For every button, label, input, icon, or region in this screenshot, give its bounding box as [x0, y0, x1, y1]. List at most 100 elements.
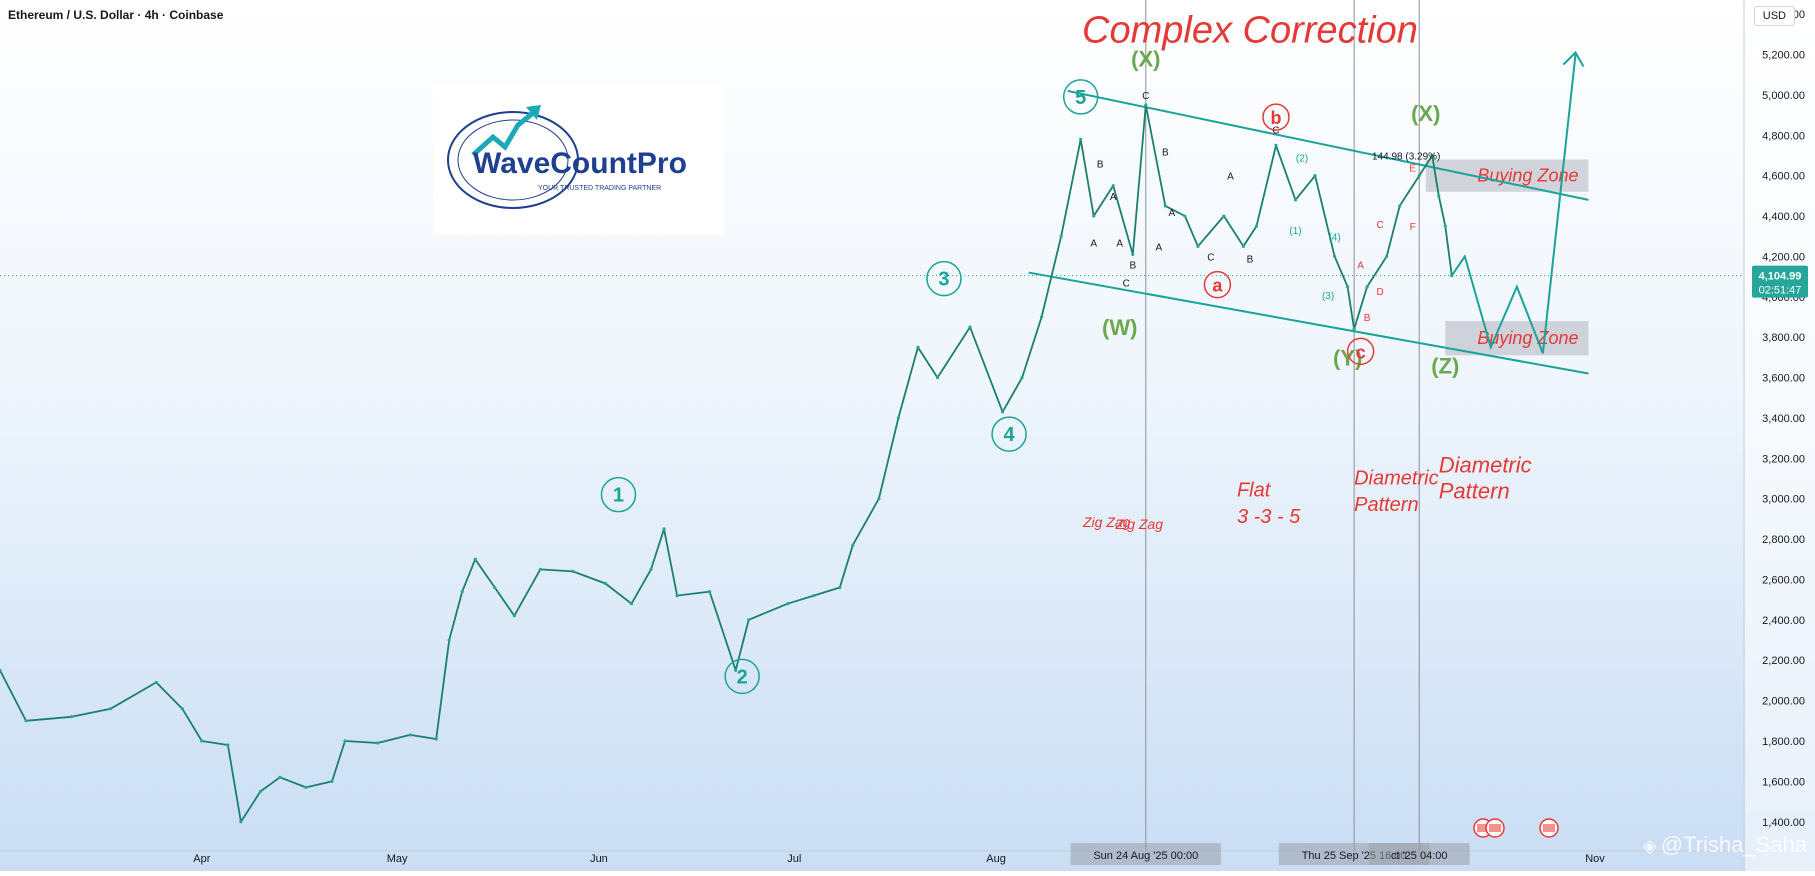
annotation-label: C: [1207, 252, 1214, 263]
flag-stripes: [1489, 824, 1501, 832]
channel-upper-line: [1067, 89, 1589, 201]
annotation-label: A: [1090, 238, 1097, 249]
annotation-label: Pattern: [1354, 494, 1418, 516]
price-point: [109, 707, 113, 711]
wave-label: (X): [1131, 47, 1160, 72]
wave-label-circle: [724, 658, 760, 695]
price-point: [24, 719, 28, 723]
wave-label-circle: [991, 416, 1027, 452]
price-point: [1437, 194, 1441, 198]
price-series-line: [0, 104, 1453, 823]
x-highlight-text: Sun 24 Aug '25 00:00: [1093, 850, 1198, 862]
price-tag-countdown: 02:51:47: [1759, 285, 1802, 297]
buying-zone-label: Buying Zone: [1477, 166, 1578, 186]
price-point: [877, 497, 881, 501]
price-point: [154, 680, 158, 685]
price-point: [812, 594, 816, 598]
annotation-label: C: [1123, 279, 1130, 290]
x-tick-label: Nov: [1585, 853, 1605, 865]
price-point: [1079, 137, 1083, 141]
wave-label: 1: [613, 485, 624, 507]
price-point: [375, 741, 380, 745]
price-point: [0, 668, 2, 672]
y-tick-label: 3,000.00: [1762, 494, 1805, 506]
annotation-label: Zig Zag: [1115, 516, 1164, 532]
wave-label-circle: [1062, 79, 1099, 115]
y-tick-label: 3,600.00: [1762, 373, 1805, 385]
wavecount-logo: WaveCountPro YOUR TRUSTED TRADING PARTNE…: [433, 85, 724, 235]
price-point: [1430, 153, 1434, 158]
channel-lower-line: [1028, 271, 1589, 375]
svg-text:YOUR TRUSTED TRADING PARTNER: YOUR TRUSTED TRADING PARTNER: [538, 185, 661, 192]
flag-stripes: [1543, 824, 1555, 832]
annotation-label: 144.98 (3.29%): [1372, 152, 1440, 163]
x-tick-label: Aug: [986, 853, 1006, 865]
currency-selector[interactable]: USD: [1753, 6, 1795, 26]
annotation-label: Pattern: [1439, 479, 1510, 504]
price-point: [343, 739, 347, 743]
price-point: [629, 602, 634, 606]
annotation-label: A: [1155, 242, 1162, 253]
symbol-title: Ethereum / U.S. Dollar · 4h · Coinbase: [8, 8, 224, 22]
y-tick-label: 2,400.00: [1762, 615, 1805, 627]
wave-label: (X): [1411, 101, 1440, 126]
x-highlight-label: ct '25 04:00: [1368, 843, 1470, 865]
price-point: [916, 345, 920, 349]
price-point: [896, 416, 901, 420]
x-highlight-label: Sun 24 Aug '25 00:00: [1070, 843, 1221, 865]
price-point: [1385, 254, 1389, 259]
x-tick-label: Jul: [787, 853, 801, 865]
annotation-label: B: [1247, 254, 1254, 265]
price-point: [1000, 410, 1005, 414]
price-point: [662, 527, 666, 531]
y-tick-label: 4,800.00: [1762, 130, 1805, 142]
price-point: [512, 614, 516, 618]
price-point: [1443, 224, 1447, 228]
price-point: [968, 325, 972, 329]
x-tick-label: May: [387, 853, 408, 865]
annotation-label: C: [1377, 220, 1384, 231]
price-point: [408, 733, 412, 737]
svg-text:WaveCountPro: WaveCountPro: [473, 147, 687, 180]
price-point: [1131, 252, 1135, 256]
annotation-label: B: [1097, 160, 1104, 171]
y-tick-label: 5,000.00: [1762, 90, 1805, 102]
price-point: [1352, 327, 1356, 331]
wave-label-circle: [926, 260, 962, 297]
price-point: [851, 543, 855, 547]
annotation-label: (4): [1328, 232, 1340, 243]
annotation-label: B: [1162, 147, 1169, 158]
price-point: [571, 569, 575, 573]
price-point: [786, 602, 790, 606]
price-point: [1222, 214, 1226, 218]
wave-label: 2: [737, 666, 748, 688]
price-point: [734, 668, 738, 672]
price-point: [434, 737, 438, 741]
annotation-label: D: [1377, 287, 1384, 298]
annotation-label: A: [1169, 208, 1176, 219]
price-point: [538, 567, 542, 571]
y-tick-label: 3,200.00: [1762, 453, 1805, 465]
price-point: [330, 779, 334, 783]
price-point: [1092, 214, 1096, 218]
annotation-label: (2): [1296, 154, 1308, 165]
annotation-label: Complex Correction: [1082, 9, 1418, 51]
price-point: [473, 557, 477, 561]
wave-label: 4: [1004, 424, 1016, 446]
y-tick-label: 2,800.00: [1762, 534, 1805, 546]
logo-graphic: WaveCountPro YOUR TRUSTED TRADING PARTNE…: [447, 105, 687, 209]
price-point: [1144, 103, 1148, 107]
y-tick-label: 4,200.00: [1762, 251, 1805, 263]
price-point: [838, 585, 842, 590]
price-point: [200, 739, 204, 743]
y-tick-label: 1,600.00: [1762, 776, 1805, 788]
price-axis-panel: [1745, 0, 1815, 871]
forecast-path-line: [1450, 54, 1577, 354]
price-point: [1241, 244, 1246, 248]
annotation-label: A: [1357, 261, 1364, 272]
price-point: [1293, 198, 1298, 202]
price-point: [1040, 315, 1044, 319]
forecast-arrowhead: [1562, 50, 1585, 68]
